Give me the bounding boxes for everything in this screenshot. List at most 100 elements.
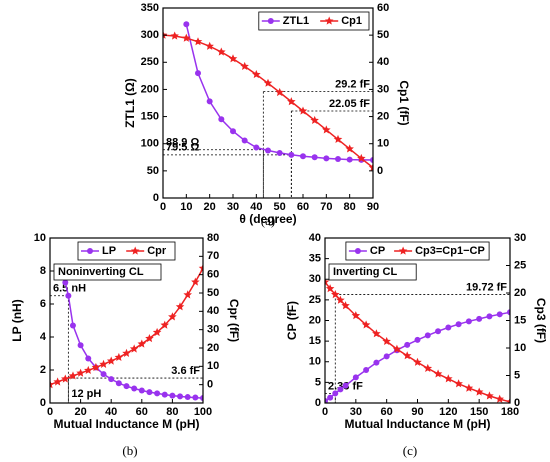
circle-marker	[486, 313, 493, 320]
y2-tick-label: 20	[377, 110, 389, 122]
y-tick-label: 100	[141, 138, 159, 150]
star-marker	[392, 344, 402, 353]
x-axis-label: Mutual Inductance M (pH)	[345, 417, 491, 431]
star-marker	[485, 391, 494, 400]
y-tick-label: 40	[309, 232, 321, 244]
circle-marker	[311, 154, 318, 161]
y2-tick-label: 60	[377, 2, 389, 14]
y-tick-label: 150	[141, 110, 159, 122]
star-marker	[298, 106, 308, 115]
y2-tick-label: 70	[207, 250, 219, 262]
circle-marker	[325, 397, 328, 403]
y-tick-label: 0	[40, 397, 46, 409]
x-tick-label: 70	[320, 201, 332, 213]
plot-frame	[324, 237, 511, 404]
star-marker	[240, 61, 249, 70]
circle-marker	[183, 21, 190, 28]
legend-marker	[398, 246, 408, 255]
star-marker	[191, 277, 200, 286]
x-axis-label: Mutual Inductance M (pH)	[54, 417, 200, 431]
y-tick-label: 10	[309, 356, 321, 368]
note-text: Noninverting CL	[58, 266, 144, 278]
circle-marker	[108, 376, 115, 383]
star-marker	[145, 334, 154, 343]
circle-marker	[169, 392, 176, 399]
circle-marker	[327, 394, 334, 401]
y2-tick-label: 40	[207, 305, 219, 317]
y2-tick-label: 20	[207, 342, 219, 354]
y2-tick-label: 10	[207, 360, 219, 372]
x-tick-label: 50	[274, 201, 286, 213]
circle-marker	[265, 147, 271, 154]
circle-marker	[424, 332, 431, 339]
circle-marker	[69, 322, 76, 329]
plot-data	[50, 263, 203, 402]
circle-marker	[288, 151, 295, 158]
star-marker	[322, 125, 331, 134]
circle-marker	[195, 70, 201, 77]
y2-tick-label: 50	[377, 29, 389, 41]
star-marker	[310, 115, 319, 124]
circle-marker	[154, 390, 161, 397]
star-marker	[168, 312, 177, 321]
note-text: Inverting CL	[333, 266, 397, 278]
plot-frame	[49, 237, 204, 404]
star-marker	[129, 344, 139, 353]
star-marker	[413, 357, 422, 366]
legend-label: Cp1	[341, 15, 362, 27]
y2-tick-label: 60	[207, 269, 219, 281]
circle-marker	[435, 328, 442, 335]
circle-marker	[218, 116, 225, 123]
annotation-text: 12 pH	[71, 388, 101, 400]
star-marker	[61, 374, 70, 383]
circle-marker	[115, 380, 122, 387]
y2-axis-label: Cpr (fF)	[227, 299, 241, 342]
annotation-text: 29.2 fF	[335, 79, 370, 91]
annotation-text: 22.05 fF	[329, 98, 370, 110]
series-line	[64, 282, 203, 399]
x-tick-label: 60	[297, 201, 309, 213]
star-marker	[263, 78, 273, 87]
y-tick-label: 4	[40, 331, 47, 343]
star-marker	[351, 311, 361, 320]
star-marker	[368, 163, 373, 172]
x-tick-label: 0	[160, 201, 166, 213]
y-axis-label: ZTL1 (Ω)	[123, 78, 137, 128]
legend-marker	[87, 248, 93, 254]
star-marker	[198, 263, 203, 272]
circle-marker	[62, 279, 69, 286]
y-tick-label: 350	[141, 2, 159, 14]
circle-marker	[496, 311, 503, 318]
y-tick-label: 5	[315, 376, 321, 388]
circle-marker	[77, 342, 84, 349]
star-marker	[106, 356, 116, 365]
x-tick-label: 40	[105, 406, 117, 418]
star-marker	[193, 37, 203, 46]
circle-marker	[455, 321, 462, 328]
y2-tick-label: 80	[207, 232, 219, 244]
plot-data	[325, 277, 510, 403]
y-tick-label: 0	[153, 192, 159, 204]
plot-data	[163, 21, 373, 172]
circle-marker	[342, 382, 349, 389]
x-tick-label: 80	[166, 406, 178, 418]
x-tick-label: 20	[74, 406, 86, 418]
legend-label: Cp3=Cp1−CP	[415, 245, 485, 257]
y2-tick-label: 30	[207, 324, 219, 336]
star-marker	[205, 41, 214, 50]
star-marker	[325, 284, 335, 293]
circle-marker	[346, 156, 353, 163]
y2-tick-label: 0	[207, 379, 213, 391]
star-marker	[122, 348, 131, 357]
circle-marker	[146, 389, 153, 396]
circle-marker	[373, 359, 380, 366]
y-tick-label: 300	[141, 29, 159, 41]
x-tick-label: 90	[367, 201, 379, 213]
y-tick-label: 10	[34, 232, 46, 244]
star-marker	[361, 320, 371, 329]
circle-marker	[445, 324, 452, 331]
circle-marker	[370, 157, 373, 163]
circle-marker	[161, 391, 168, 398]
legend-marker	[267, 18, 274, 24]
